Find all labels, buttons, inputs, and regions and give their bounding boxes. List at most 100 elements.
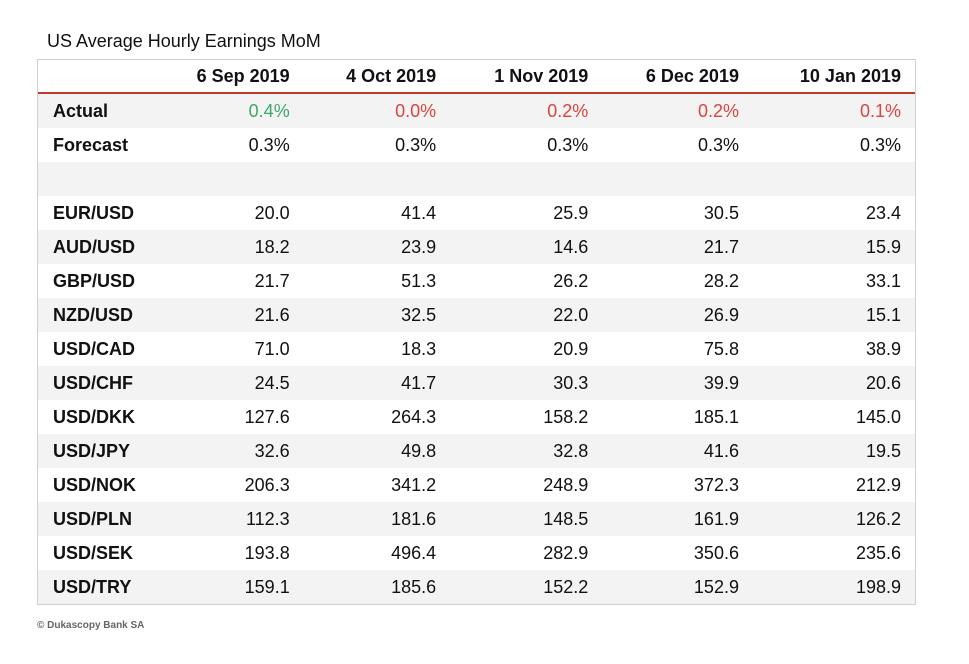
- cell: 23.4: [865, 202, 901, 223]
- cell: 248.9: [543, 474, 589, 495]
- cell: 32.8: [450, 434, 603, 468]
- cell: 264.3: [391, 406, 437, 427]
- cell: 22.0: [450, 298, 603, 332]
- cell: 0.3%: [395, 134, 437, 155]
- rate-row: USD/DKK 127.6 264.3 158.2 185.1 145.0: [38, 400, 915, 434]
- cell: 30.5: [703, 202, 739, 223]
- row-label: AUD/USD: [38, 230, 153, 264]
- rate-row: USD/PLN 112.3 181.6 148.5 161.9 126.2: [38, 502, 915, 536]
- cell: 38.9: [865, 338, 901, 359]
- header-cell: 10 Jan 2019: [752, 60, 915, 94]
- cell: 21.7: [602, 230, 753, 264]
- header-cell: 6 Sep 2019: [153, 60, 304, 94]
- cell: 28.2: [703, 270, 739, 291]
- spacer-row: [38, 162, 915, 196]
- cell: 148.5: [450, 502, 603, 536]
- rate-row: USD/TRY 159.1 185.6 152.2 152.9 198.9: [38, 570, 915, 604]
- row-label: Forecast: [53, 134, 129, 155]
- cell: 0.2%: [450, 93, 603, 128]
- rate-row: GBP/USD 21.7 51.3 26.2 28.2 33.1: [38, 264, 915, 298]
- cell: 14.6: [450, 230, 603, 264]
- row-label: Actual: [38, 93, 153, 128]
- cell: 19.5: [752, 434, 915, 468]
- cell: 15.1: [752, 298, 915, 332]
- rate-row: USD/SEK 193.8 496.4 282.9 350.6 235.6: [38, 536, 915, 570]
- row-label: USD/DKK: [53, 406, 136, 427]
- cell: 0.2%: [602, 93, 753, 128]
- rate-row: USD/NOK 206.3 341.2 248.9 372.3 212.9: [38, 468, 915, 502]
- cell: 26.9: [602, 298, 753, 332]
- cell: 20.9: [553, 338, 589, 359]
- cell: 159.1: [153, 570, 304, 604]
- cell: 21.7: [254, 270, 290, 291]
- spacer-cell: [752, 162, 915, 196]
- cell: 0.1%: [752, 93, 915, 128]
- cell: 282.9: [543, 542, 589, 563]
- cell: 0.0%: [303, 93, 451, 128]
- cell: 185.6: [303, 570, 451, 604]
- row-label: USD/CAD: [53, 338, 136, 359]
- cell: 21.6: [153, 298, 304, 332]
- header-row: 6 Sep 2019 4 Oct 2019 1 Nov 2019 6 Dec 2019…: [38, 60, 915, 94]
- cell: 41.6: [602, 434, 753, 468]
- cell: 372.3: [693, 474, 739, 495]
- rate-row: USD/CHF 24.5 41.7 30.3 39.9 20.6: [38, 366, 915, 400]
- cell: 198.9: [752, 570, 915, 604]
- cell: 112.3: [153, 502, 304, 536]
- spacer-cell: [450, 162, 603, 196]
- row-label: USD/JPY: [38, 434, 153, 468]
- cell: 0.3%: [697, 134, 739, 155]
- cell: 350.6: [693, 542, 739, 563]
- row-label: EUR/USD: [53, 202, 135, 223]
- cell: 212.9: [855, 474, 901, 495]
- cell: 25.9: [553, 202, 589, 223]
- row-label: USD/CHF: [38, 366, 153, 400]
- cell: 161.9: [602, 502, 753, 536]
- cell: 30.3: [450, 366, 603, 400]
- cell: 152.2: [450, 570, 603, 604]
- spacer-cell: [153, 162, 304, 196]
- cell: 23.9: [303, 230, 451, 264]
- spacer-cell: [38, 162, 153, 196]
- cell: 49.8: [303, 434, 451, 468]
- cell: 39.9: [602, 366, 753, 400]
- cell: 41.4: [401, 202, 437, 223]
- summary-row: Forecast 0.3% 0.3% 0.3% 0.3% 0.3%: [38, 128, 915, 162]
- row-label: GBP/USD: [53, 270, 136, 291]
- cell: 127.6: [244, 406, 290, 427]
- header-cell: 6 Dec 2019: [602, 60, 753, 94]
- cell: 341.2: [391, 474, 437, 495]
- spacer-cell: [303, 162, 451, 196]
- cell: 20.6: [752, 366, 915, 400]
- row-label: USD/TRY: [38, 570, 153, 604]
- cell: 32.6: [153, 434, 304, 468]
- footer: © Dukascopy Bank SA: [37, 620, 145, 631]
- cell: 158.2: [543, 406, 589, 427]
- cell: 15.9: [752, 230, 915, 264]
- table: 6 Sep 2019 4 Oct 2019 1 Nov 2019 6 Dec 2019…: [38, 60, 915, 604]
- cell: 181.6: [303, 502, 451, 536]
- cell: 126.2: [752, 502, 915, 536]
- title: US Average Hourly Earnings MoM: [47, 31, 321, 51]
- row-label: USD/PLN: [38, 502, 153, 536]
- cell: 152.9: [602, 570, 753, 604]
- cell: 51.3: [401, 270, 437, 291]
- cell: 0.3%: [248, 134, 290, 155]
- row-label: USD/SEK: [53, 542, 134, 563]
- cell: 145.0: [855, 406, 901, 427]
- cell: 496.4: [391, 542, 437, 563]
- summary-row: Actual 0.4% 0.0% 0.2% 0.2% 0.1%: [38, 93, 915, 128]
- row-label: NZD/USD: [38, 298, 153, 332]
- rate-row: USD/JPY 32.6 49.8 32.8 41.6 19.5: [38, 434, 915, 468]
- cell: 18.3: [401, 338, 437, 359]
- rate-row: AUD/USD 18.2 23.9 14.6 21.7 15.9: [38, 230, 915, 264]
- corner-cell: [38, 60, 153, 94]
- rate-row: USD/CAD 71.0 18.3 20.9 75.8 38.9: [38, 332, 915, 366]
- cell: 0.3%: [859, 134, 901, 155]
- cell: 26.2: [553, 270, 589, 291]
- spacer-cell: [602, 162, 753, 196]
- cell: 24.5: [153, 366, 304, 400]
- cell: 0.4%: [153, 93, 304, 128]
- cell: 235.6: [855, 542, 901, 563]
- header-cell: 4 Oct 2019: [303, 60, 451, 94]
